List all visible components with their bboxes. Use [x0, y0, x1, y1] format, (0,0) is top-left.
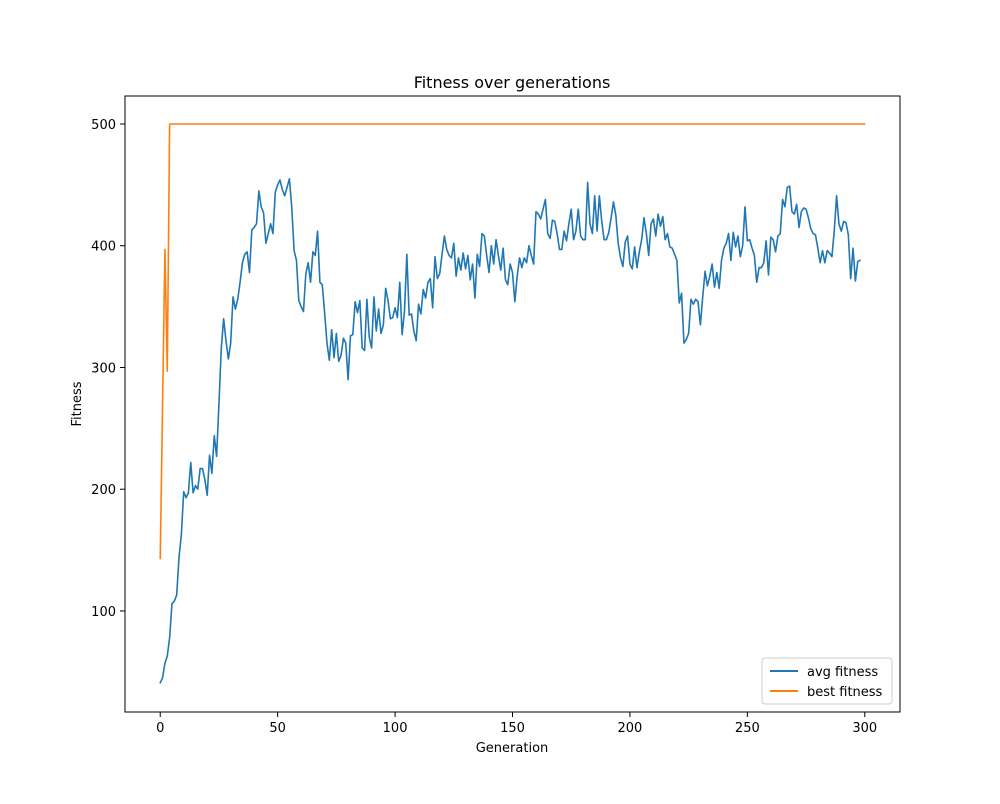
plot-frame	[124, 95, 901, 713]
legend: avg fitness best fitness	[761, 657, 893, 705]
y-tick-label: 200	[91, 483, 116, 498]
x-axis: 0 50 100 150 200 250 300	[156, 712, 877, 736]
y-tick-label: 300	[91, 361, 116, 376]
x-tick-label: 300	[852, 721, 877, 736]
legend-label-best-fitness: best fitness	[807, 685, 883, 700]
x-tick-label: 250	[735, 721, 760, 736]
y-axis-label: Fitness	[70, 381, 85, 426]
y-tick-label: 100	[91, 605, 116, 620]
legend-label-avg-fitness: avg fitness	[807, 665, 878, 680]
x-tick-label: 150	[500, 721, 525, 736]
legend-box	[761, 657, 893, 705]
series-layer	[159, 123, 866, 684]
series-line-avg-fitness	[159, 177, 861, 684]
x-tick-label: 200	[618, 721, 643, 736]
x-tick-label: 100	[383, 721, 408, 736]
y-tick-label: 500	[91, 118, 116, 133]
y-tick-label: 400	[91, 240, 116, 255]
x-tick-label: 50	[269, 721, 286, 736]
y-axis: 100 200 300 400 500	[91, 118, 125, 620]
chart-title: Fitness over generations	[414, 73, 611, 92]
series-line-best-fitness	[159, 123, 866, 560]
x-tick-label: 0	[156, 721, 164, 736]
x-axis-label: Generation	[476, 741, 549, 756]
